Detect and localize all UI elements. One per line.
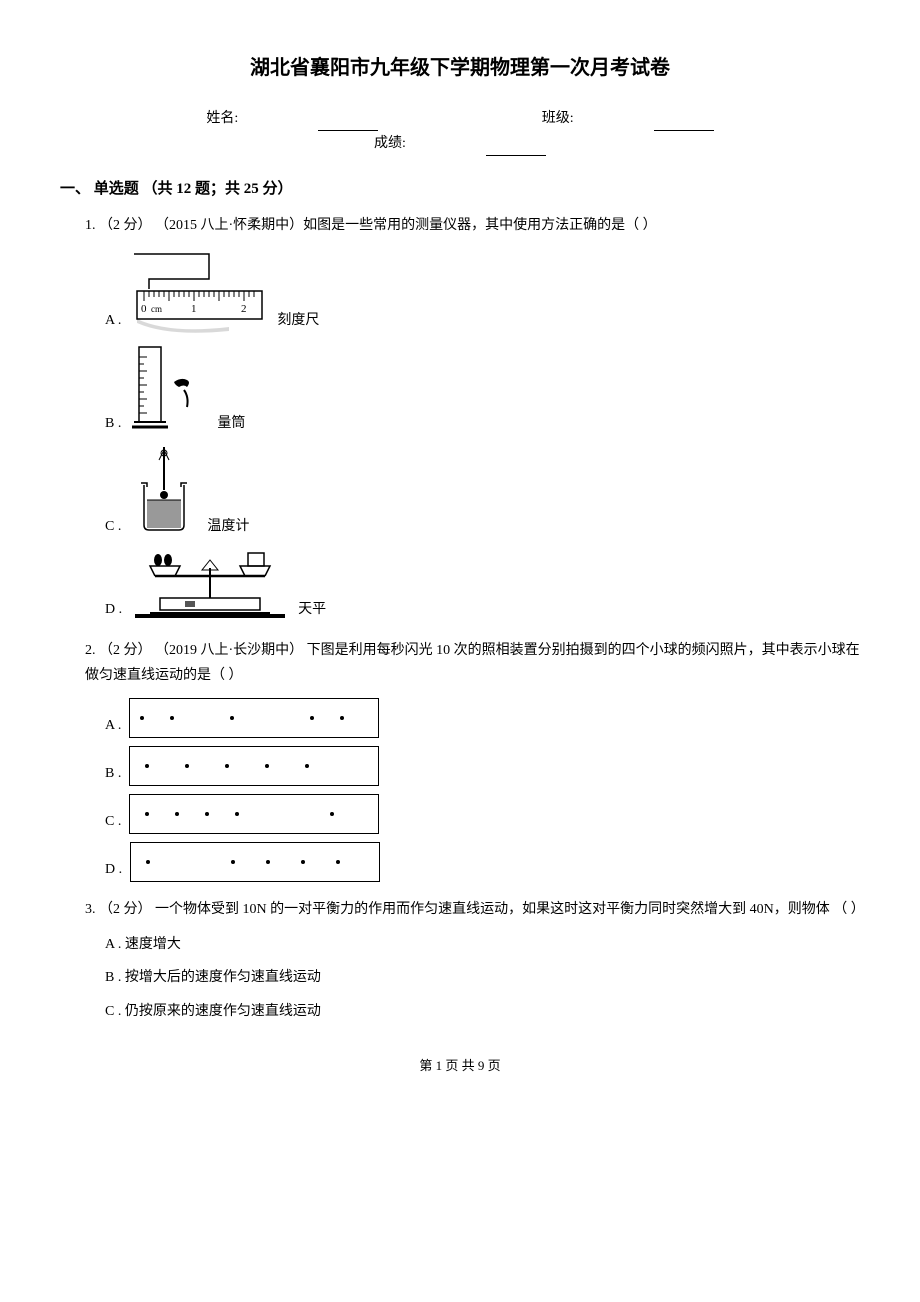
thermometer-icon	[129, 445, 199, 540]
q1-opt-d-text: 天平	[298, 597, 326, 622]
q2-opt-b-label: B .	[105, 761, 121, 786]
question-3-text: 3. （2 分） 一个物体受到 10N 的一对平衡力的作用而作匀速直线运动，如果…	[60, 897, 860, 922]
ruler-icon: 0 cm 1 2	[129, 249, 269, 334]
page-footer: 第 1 页 共 9 页	[60, 1054, 860, 1077]
score-field: 成绩:	[334, 131, 586, 156]
question-3: 3. （2 分） 一个物体受到 10N 的一对平衡力的作用而作匀速直线运动，如果…	[60, 897, 860, 1024]
svg-text:2: 2	[241, 303, 247, 315]
svg-text:1: 1	[191, 303, 197, 315]
class-blank	[654, 130, 714, 131]
q2-opt-d-label: D .	[105, 857, 122, 882]
score-blank	[486, 155, 546, 156]
info-row: 姓名: 班级: 成绩:	[60, 106, 860, 156]
q1-opt-a-text: 刻度尺	[277, 308, 319, 333]
score-label: 成绩:	[374, 131, 406, 156]
q1-opt-b-label: B .	[105, 411, 121, 436]
q2-option-c: C .	[105, 794, 860, 834]
class-field: 班级:	[502, 106, 754, 131]
strobe-b-icon	[129, 746, 379, 786]
q2-opt-a-label: A .	[105, 713, 121, 738]
q2-option-d: D .	[105, 842, 860, 882]
question-2-text: 2. （2 分） （2019 八上·长沙期中） 下图是利用每秒闪光 10 次的照…	[60, 638, 860, 688]
q1-option-a: A . 0	[105, 249, 860, 334]
question-1-text: 1. （2 分） （2015 八上·怀柔期中）如图是一些常用的测量仪器，其中使用…	[85, 213, 860, 238]
q1-option-c: C . 温度计	[105, 445, 860, 540]
q1-opt-c-label: C .	[105, 514, 121, 539]
q3-option-c: C . 仍按原来的速度作匀速直线运动	[105, 999, 860, 1024]
graduated-cylinder-icon	[129, 342, 209, 437]
name-field: 姓名:	[166, 106, 418, 131]
question-2: 2. （2 分） （2019 八上·长沙期中） 下图是利用每秒闪光 10 次的照…	[60, 638, 860, 882]
section-1-header: 一、 单选题 （共 12 题；共 25 分）	[60, 176, 860, 203]
q1-opt-d-label: D .	[105, 597, 122, 622]
balance-scale-icon	[130, 548, 290, 623]
q2-option-b: B .	[105, 746, 860, 786]
q2-option-a: A .	[105, 698, 860, 738]
q1-option-b: B . 量筒	[105, 342, 860, 437]
strobe-c-icon	[129, 794, 379, 834]
class-label: 班级:	[542, 106, 574, 131]
svg-text:cm: cm	[151, 304, 162, 314]
strobe-d-icon	[130, 842, 380, 882]
strobe-a-icon	[129, 698, 379, 738]
q1-opt-a-label: A .	[105, 308, 121, 333]
name-label: 姓名:	[206, 106, 238, 131]
exam-title: 湖北省襄阳市九年级下学期物理第一次月考试卷	[60, 50, 860, 86]
q2-opt-c-label: C .	[105, 809, 121, 834]
q1-opt-c-text: 温度计	[207, 514, 249, 539]
question-1: 1. （2 分） （2015 八上·怀柔期中）如图是一些常用的测量仪器，其中使用…	[60, 213, 860, 622]
q3-option-a: A . 速度增大	[105, 932, 860, 957]
q1-option-d: D . 天平	[105, 548, 860, 623]
svg-text:0: 0	[141, 303, 147, 315]
q3-option-b: B . 按增大后的速度作匀速直线运动	[105, 965, 860, 990]
q1-opt-b-text: 量筒	[217, 411, 245, 436]
